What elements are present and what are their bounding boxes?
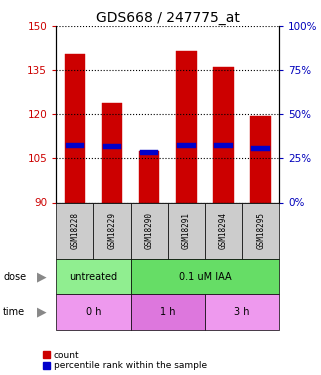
Text: untreated: untreated [69,272,117,282]
Bar [250,116,271,202]
Bar [214,142,233,148]
Bar [103,144,121,149]
Text: GSM18291: GSM18291 [182,212,191,249]
Text: 1 h: 1 h [160,307,176,317]
Text: ▶: ▶ [37,270,47,283]
Bar [205,294,279,330]
Bar [102,103,122,202]
Bar [140,150,158,155]
Text: 0 h: 0 h [86,307,101,317]
Bar [131,202,168,259]
Text: 0.1 uM IAA: 0.1 uM IAA [178,272,231,282]
Title: GDS668 / 247775_at: GDS668 / 247775_at [96,11,240,25]
Bar [131,259,279,294]
Text: dose: dose [3,272,26,282]
Bar [131,294,205,330]
Text: ▶: ▶ [37,306,47,319]
Bar [242,202,279,259]
Bar [65,54,85,202]
Bar [56,259,131,294]
Bar [168,202,205,259]
Bar [56,202,93,259]
Text: GSM18290: GSM18290 [145,212,154,249]
Bar [213,68,234,203]
Text: GSM18294: GSM18294 [219,212,228,249]
Bar [177,142,195,148]
Text: GSM18229: GSM18229 [108,212,117,249]
Bar [176,51,196,202]
Bar [139,151,159,202]
Bar [65,142,84,148]
Bar [205,202,242,259]
Text: GSM18295: GSM18295 [256,212,265,249]
Text: time: time [3,307,25,317]
Bar [56,294,131,330]
Legend: count, percentile rank within the sample: count, percentile rank within the sample [43,351,207,370]
Text: GSM18228: GSM18228 [70,212,79,249]
Bar [93,202,131,259]
Bar [251,146,270,151]
Text: 3 h: 3 h [234,307,250,317]
